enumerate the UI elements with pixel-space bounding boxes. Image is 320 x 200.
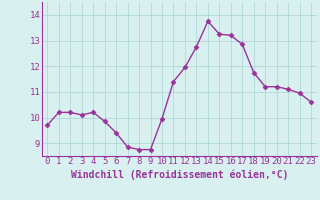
X-axis label: Windchill (Refroidissement éolien,°C): Windchill (Refroidissement éolien,°C) [70, 169, 288, 180]
